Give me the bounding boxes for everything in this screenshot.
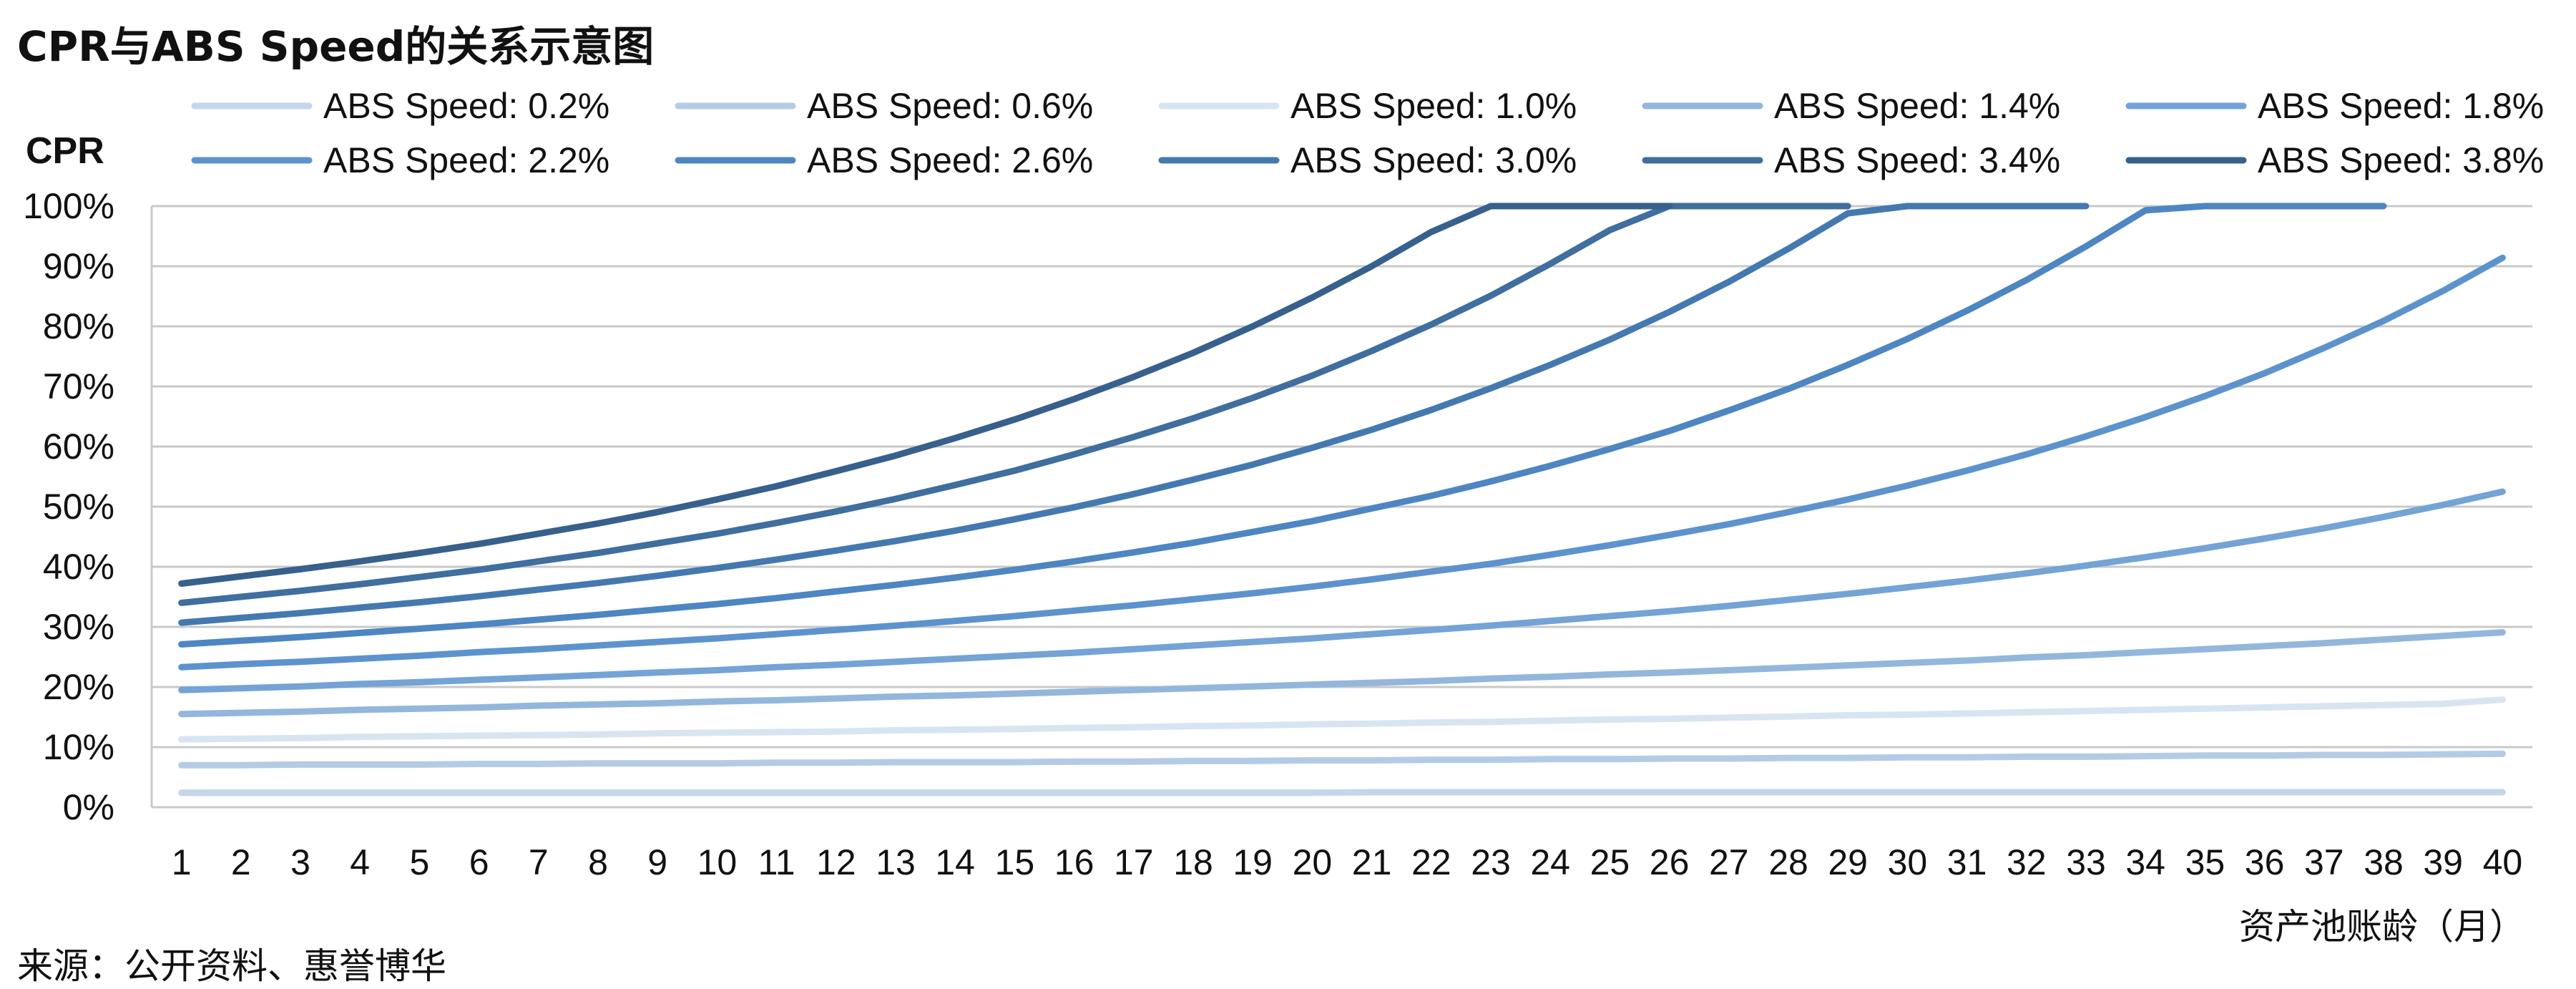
x-tick-label: 8 bbox=[588, 842, 608, 882]
x-tick-label: 39 bbox=[2423, 842, 2463, 882]
x-tick-label: 16 bbox=[1054, 842, 1094, 882]
x-tick-label: 37 bbox=[2304, 842, 2344, 882]
legend-label: ABS Speed: 2.6% bbox=[807, 140, 1093, 180]
x-tick-label: 24 bbox=[1530, 842, 1570, 882]
series-line-9 bbox=[178, 203, 1673, 587]
x-tick-label: 12 bbox=[816, 842, 856, 882]
chart-title: CPR与ABS Speed的关系示意图 bbox=[17, 22, 655, 71]
y-tick-label: 20% bbox=[43, 667, 114, 707]
legend-label: ABS Speed: 3.0% bbox=[1291, 140, 1577, 180]
series-line-1 bbox=[178, 750, 2506, 769]
legend-label: ABS Speed: 0.6% bbox=[807, 86, 1093, 126]
x-axis-label: 资产池账龄（月） bbox=[2239, 906, 2525, 947]
x-tick-label: 31 bbox=[1947, 842, 1987, 882]
legend-label: ABS Speed: 3.8% bbox=[2258, 140, 2544, 180]
x-tick-label: 25 bbox=[1590, 842, 1630, 882]
x-tick-label: 33 bbox=[2066, 842, 2106, 882]
y-tick-label: 70% bbox=[43, 366, 114, 406]
legend-label: ABS Speed: 3.4% bbox=[1774, 140, 2060, 180]
x-tick-label: 3 bbox=[290, 842, 310, 882]
x-tick-label: 1 bbox=[172, 842, 192, 882]
series-line-8 bbox=[178, 203, 1851, 606]
grid-lines bbox=[150, 205, 2532, 809]
x-tick-label: 7 bbox=[529, 842, 549, 882]
x-tick-label: 38 bbox=[2364, 842, 2404, 882]
x-tick-label: 22 bbox=[1411, 842, 1451, 882]
x-tick-label: 36 bbox=[2245, 842, 2285, 882]
y-tick-label: 50% bbox=[43, 487, 114, 527]
x-tick-label: 29 bbox=[1828, 842, 1868, 882]
series-line-3 bbox=[178, 629, 2506, 718]
x-tick-label: 28 bbox=[1768, 842, 1808, 882]
series-line-5 bbox=[178, 254, 2506, 671]
x-tick-label: 10 bbox=[697, 842, 738, 882]
y-tick-label: 30% bbox=[43, 607, 114, 647]
x-tick-label: 13 bbox=[876, 842, 916, 882]
y-tick-label: 40% bbox=[43, 547, 114, 587]
x-tick-label: 9 bbox=[647, 842, 667, 882]
legend-label: ABS Speed: 1.4% bbox=[1774, 86, 2060, 126]
y-tick-label: 100% bbox=[23, 186, 114, 226]
legend: ABS Speed: 0.2% ABS Speed: 0.6% ABS Speed:… bbox=[191, 86, 2544, 180]
x-tick-label: 17 bbox=[1114, 842, 1154, 882]
x-axis-ticks: 1 2 3 4 5 6 7 8 9 10 11 12 13 14 15 16 17 18 19 20 21 22 23 24 2… bbox=[172, 842, 2523, 882]
legend-label: ABS Speed: 2.2% bbox=[323, 140, 609, 180]
source-note: 来源：公开资料、惠誉博华 bbox=[17, 945, 446, 987]
x-tick-label: 23 bbox=[1471, 842, 1511, 882]
x-tick-label: 5 bbox=[409, 842, 429, 882]
x-tick-label: 15 bbox=[995, 842, 1035, 882]
x-tick-label: 4 bbox=[350, 842, 370, 882]
x-tick-label: 14 bbox=[935, 842, 975, 882]
x-tick-label: 34 bbox=[2125, 842, 2165, 882]
y-tick-label: 60% bbox=[43, 427, 114, 467]
series-line-6 bbox=[178, 203, 2387, 648]
series-line-0 bbox=[178, 789, 2506, 796]
x-tick-label: 19 bbox=[1233, 842, 1273, 882]
legend-label: ABS Speed: 1.0% bbox=[1291, 86, 1577, 126]
x-tick-label: 20 bbox=[1293, 842, 1333, 882]
x-tick-label: 27 bbox=[1709, 842, 1749, 882]
series-line-7 bbox=[178, 203, 2090, 626]
x-tick-label: 26 bbox=[1650, 842, 1690, 882]
y-tick-label: 10% bbox=[43, 727, 114, 767]
legend-label: ABS Speed: 1.8% bbox=[2258, 86, 2544, 126]
x-tick-label: 11 bbox=[758, 842, 795, 882]
x-tick-label: 40 bbox=[2483, 842, 2523, 882]
x-tick-label: 35 bbox=[2185, 842, 2225, 882]
x-tick-label: 30 bbox=[1888, 842, 1928, 882]
x-tick-label: 6 bbox=[469, 842, 489, 882]
y-tick-label: 80% bbox=[43, 306, 114, 346]
x-tick-label: 2 bbox=[231, 842, 251, 882]
x-tick-label: 21 bbox=[1352, 842, 1392, 882]
series-line-4 bbox=[178, 488, 2506, 693]
legend-label: ABS Speed: 0.2% bbox=[323, 86, 609, 126]
series-line-2 bbox=[178, 696, 2506, 743]
x-tick-label: 32 bbox=[2007, 842, 2047, 882]
y-tick-label: 90% bbox=[43, 246, 114, 286]
series-lines bbox=[178, 203, 2506, 796]
x-tick-label: 18 bbox=[1173, 842, 1213, 882]
y-tick-label: 0% bbox=[63, 787, 114, 827]
y-axis-label: CPR bbox=[26, 130, 104, 172]
y-axis-ticks: 0% 10% 20% 30% 40% 50% 60% 70% 80% 90% 100% bbox=[23, 186, 114, 827]
